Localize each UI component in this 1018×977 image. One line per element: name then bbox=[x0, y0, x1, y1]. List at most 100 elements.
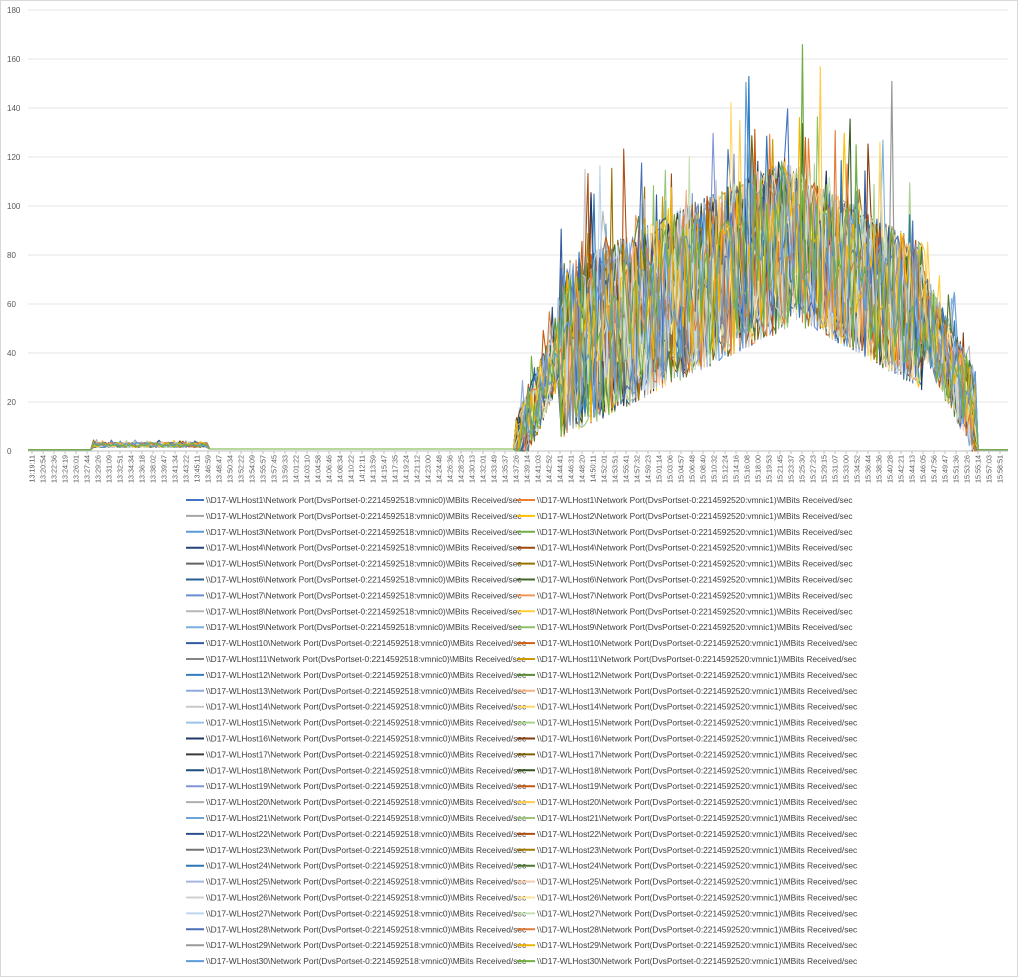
x-tick-label: 14:30:13 bbox=[468, 455, 477, 483]
legend-label: \\D17-WLHost28\Network Port(DvsPortset-0… bbox=[206, 924, 526, 934]
legend-item: \\D17-WLHost20\Network Port(DvsPortset-0… bbox=[186, 797, 526, 807]
x-tick-label: 13:45:11 bbox=[193, 455, 202, 482]
legend-label: \\D17-WLHost5\Network Port(DvsPortset-0:… bbox=[537, 559, 853, 569]
x-tick-label: 15:53:26 bbox=[963, 455, 972, 483]
legend-label: \\D17-WLHost2\Network Port(DvsPortset-0:… bbox=[206, 511, 522, 521]
legend-item: \\D17-WLHost26\Network Port(DvsPortset-0… bbox=[186, 893, 526, 903]
legend-item: \\D17-WLHost7\Network Port(DvsPortset-0:… bbox=[186, 590, 522, 600]
y-tick-label: 180 bbox=[7, 6, 21, 15]
y-tick-label: 160 bbox=[7, 55, 21, 64]
legend-label: \\D17-WLHost26\Network Port(DvsPortset-0… bbox=[206, 893, 526, 903]
legend-label: \\D17-WLHost29\Network Port(DvsPortset-0… bbox=[206, 940, 526, 950]
legend-label: \\D17-WLHost10\Network Port(DvsPortset-0… bbox=[206, 638, 526, 648]
x-tick-label: 14:59:23 bbox=[644, 455, 653, 483]
x-tick-label: 15:06:48 bbox=[688, 455, 697, 483]
x-tick-label: 15:49:47 bbox=[941, 455, 950, 483]
legend-label: \\D17-WLHost25\Network Port(DvsPortset-0… bbox=[206, 877, 526, 887]
legend-item: \\D17-WLHost15\Network Port(DvsPortset-0… bbox=[186, 718, 526, 728]
x-tick-label: 13:54:09 bbox=[248, 455, 257, 483]
legend-label: \\D17-WLHost22\Network Port(DvsPortset-0… bbox=[206, 829, 526, 839]
x-tick-label: 15:58:51 bbox=[996, 455, 1005, 483]
x-tick-label: 13:48:47 bbox=[215, 455, 224, 483]
legend-item: \\D17-WLHost6\Network Port(DvsPortset-0:… bbox=[186, 575, 522, 585]
legend: \\D17-WLHost1\Network Port(DvsPortset-0:… bbox=[186, 495, 857, 966]
y-tick-label: 0 bbox=[7, 447, 12, 456]
legend-item: \\D17-WLHost6\Network Port(DvsPortset-0:… bbox=[517, 575, 853, 585]
x-tick-label: 15:29:15 bbox=[820, 455, 829, 483]
legend-item: \\D17-WLHost2\Network Port(DvsPortset-0:… bbox=[517, 511, 853, 521]
legend-label: \\D17-WLHost9\Network Port(DvsPortset-0:… bbox=[537, 622, 853, 632]
x-tick-label: 14:01:22 bbox=[292, 455, 301, 483]
x-tick-label: 15:34:52 bbox=[853, 455, 862, 483]
legend-item: \\D17-WLHost14\Network Port(DvsPortset-0… bbox=[186, 702, 526, 712]
x-tick-label: 13:41:34 bbox=[171, 455, 180, 483]
legend-item: \\D17-WLHost27\Network Port(DvsPortset-0… bbox=[186, 908, 526, 918]
legend-label: \\D17-WLHost19\Network Port(DvsPortset-0… bbox=[206, 781, 526, 791]
legend-item: \\D17-WLHost9\Network Port(DvsPortset-0:… bbox=[186, 622, 522, 632]
y-tick-label: 20 bbox=[7, 398, 16, 407]
x-tick-label: 14:33:49 bbox=[490, 455, 499, 483]
x-tick-label: 15:31:07 bbox=[831, 455, 840, 483]
legend-item: \\D17-WLHost17\Network Port(DvsPortset-0… bbox=[517, 749, 857, 759]
legend-item: \\D17-WLHost13\Network Port(DvsPortset-0… bbox=[517, 686, 857, 696]
legend-label: \\D17-WLHost18\Network Port(DvsPortset-0… bbox=[537, 765, 857, 775]
legend-label: \\D17-WLHost15\Network Port(DvsPortset-0… bbox=[537, 718, 857, 728]
legend-label: \\D17-WLHost1\Network Port(DvsPortset-0:… bbox=[537, 495, 853, 505]
legend-label: \\D17-WLHost11\Network Port(DvsPortset-0… bbox=[537, 654, 857, 664]
legend-label: \\D17-WLHost16\Network Port(DvsPortset-0… bbox=[537, 734, 857, 744]
legend-item: \\D17-WLHost8\Network Port(DvsPortset-0:… bbox=[517, 606, 853, 616]
legend-item: \\D17-WLHost2\Network Port(DvsPortset-0:… bbox=[186, 511, 522, 521]
x-tick-label: 14:08:34 bbox=[336, 455, 345, 483]
legend-label: \\D17-WLHost11\Network Port(DvsPortset-0… bbox=[206, 654, 526, 664]
legend-label: \\D17-WLHost3\Network Port(DvsPortset-0:… bbox=[206, 527, 522, 537]
legend-label: \\D17-WLHost17\Network Port(DvsPortset-0… bbox=[206, 749, 526, 759]
series-peak bbox=[816, 66, 824, 329]
x-tick-label: 15:16:08 bbox=[743, 455, 752, 483]
y-axis: 0 20 40 60 80 100 120 140 160 180 bbox=[7, 6, 21, 456]
x-tick-label: 15:51:36 bbox=[952, 455, 961, 483]
x-tick-label: 15:47:56 bbox=[930, 455, 939, 483]
x-tick-label: 13:36:18 bbox=[138, 455, 147, 483]
legend-item: \\D17-WLHost10\Network Port(DvsPortset-0… bbox=[186, 638, 526, 648]
x-tick-label: 15:36:44 bbox=[864, 455, 873, 483]
series-line bbox=[28, 144, 1008, 452]
x-tick-label: 14:13:59 bbox=[369, 455, 378, 483]
y-tick-label: 120 bbox=[7, 153, 21, 162]
x-tick-label: 14:21:12 bbox=[413, 455, 422, 483]
legend-item: \\D17-WLHost15\Network Port(DvsPortset-0… bbox=[517, 718, 857, 728]
legend-item: \\D17-WLHost4\Network Port(DvsPortset-0:… bbox=[186, 543, 522, 553]
x-tick-label: 14:42:52 bbox=[545, 455, 554, 483]
y-tick-label: 60 bbox=[7, 300, 16, 309]
x-tick-label: 14:23:00 bbox=[424, 455, 433, 483]
legend-label: \\D17-WLHost21\Network Port(DvsPortset-0… bbox=[537, 813, 857, 823]
legend-item: \\D17-WLHost12\Network Port(DvsPortset-0… bbox=[186, 670, 526, 680]
legend-label: \\D17-WLHost8\Network Port(DvsPortset-0:… bbox=[206, 606, 522, 616]
legend-label: \\D17-WLHost12\Network Port(DvsPortset-0… bbox=[206, 670, 526, 680]
legend-label: \\D17-WLHost4\Network Port(DvsPortset-0:… bbox=[537, 543, 853, 553]
x-tick-label: 15:38:36 bbox=[875, 455, 884, 483]
x-tick-label: 13:22:36 bbox=[50, 455, 59, 483]
x-tick-label: 15:57:03 bbox=[985, 455, 994, 483]
x-tick-label: 14:39:14 bbox=[523, 455, 532, 483]
legend-label: \\D17-WLHost12\Network Port(DvsPortset-0… bbox=[537, 670, 857, 680]
legend-label: \\D17-WLHost28\Network Port(DvsPortset-0… bbox=[537, 924, 857, 934]
legend-item: \\D17-WLHost25\Network Port(DvsPortset-0… bbox=[517, 877, 857, 887]
legend-item: \\D17-WLHost16\Network Port(DvsPortset-0… bbox=[186, 734, 526, 744]
x-tick-label: 15:25:30 bbox=[798, 455, 807, 483]
legend-label: \\D17-WLHost16\Network Port(DvsPortset-0… bbox=[206, 734, 526, 744]
legend-item: \\D17-WLHost30\Network Port(DvsPortset-0… bbox=[186, 956, 526, 966]
legend-item: \\D17-WLHost26\Network Port(DvsPortset-0… bbox=[517, 893, 857, 903]
legend-item: \\D17-WLHost5\Network Port(DvsPortset-0:… bbox=[186, 559, 522, 569]
legend-label: \\D17-WLHost20\Network Port(DvsPortset-0… bbox=[537, 797, 857, 807]
x-tick-label: 15:44:13 bbox=[908, 455, 917, 483]
legend-item: \\D17-WLHost16\Network Port(DvsPortset-0… bbox=[517, 734, 857, 744]
legend-label: \\D17-WLHost14\Network Port(DvsPortset-0… bbox=[206, 702, 526, 712]
x-tick-label: 15:08:40 bbox=[699, 455, 708, 483]
legend-item: \\D17-WLHost19\Network Port(DvsPortset-0… bbox=[517, 781, 857, 791]
x-tick-label: 13:50:34 bbox=[226, 455, 235, 483]
x-tick-label: 15:03:06 bbox=[666, 455, 675, 483]
legend-item: \\D17-WLHost1\Network Port(DvsPortset-0:… bbox=[186, 495, 522, 505]
legend-item: \\D17-WLHost18\Network Port(DvsPortset-0… bbox=[517, 765, 857, 775]
series-lines bbox=[28, 44, 1008, 452]
